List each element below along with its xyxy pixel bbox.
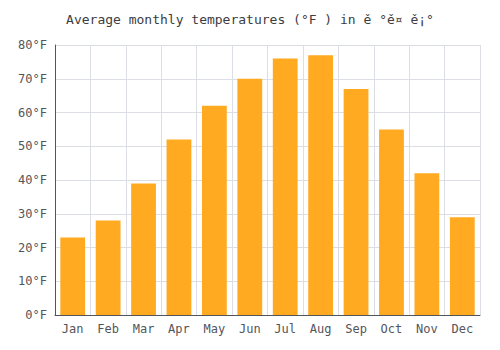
svg-text:Jun: Jun — [239, 322, 261, 336]
svg-text:60°F: 60°F — [18, 106, 47, 120]
svg-text:30°F: 30°F — [18, 207, 47, 221]
svg-text:Apr: Apr — [168, 322, 190, 336]
svg-text:40°F: 40°F — [18, 173, 47, 187]
svg-text:Average monthly temperatures (: Average monthly temperatures (°F ) in ě … — [66, 12, 434, 27]
svg-text:80°F: 80°F — [18, 38, 47, 52]
svg-text:0°F: 0°F — [25, 308, 47, 322]
svg-text:Feb: Feb — [97, 322, 119, 336]
svg-text:Oct: Oct — [381, 322, 403, 336]
svg-text:50°F: 50°F — [18, 139, 47, 153]
svg-text:Nov: Nov — [416, 322, 438, 336]
svg-text:Dec: Dec — [451, 322, 473, 336]
svg-text:Mar: Mar — [133, 322, 155, 336]
svg-text:10°F: 10°F — [18, 274, 47, 288]
svg-text:70°F: 70°F — [18, 72, 47, 86]
svg-text:Jul: Jul — [274, 322, 296, 336]
svg-text:Aug: Aug — [310, 322, 332, 336]
svg-text:Sep: Sep — [345, 322, 367, 336]
svg-text:Jan: Jan — [62, 322, 84, 336]
svg-text:20°F: 20°F — [18, 241, 47, 255]
svg-text:May: May — [204, 322, 226, 336]
